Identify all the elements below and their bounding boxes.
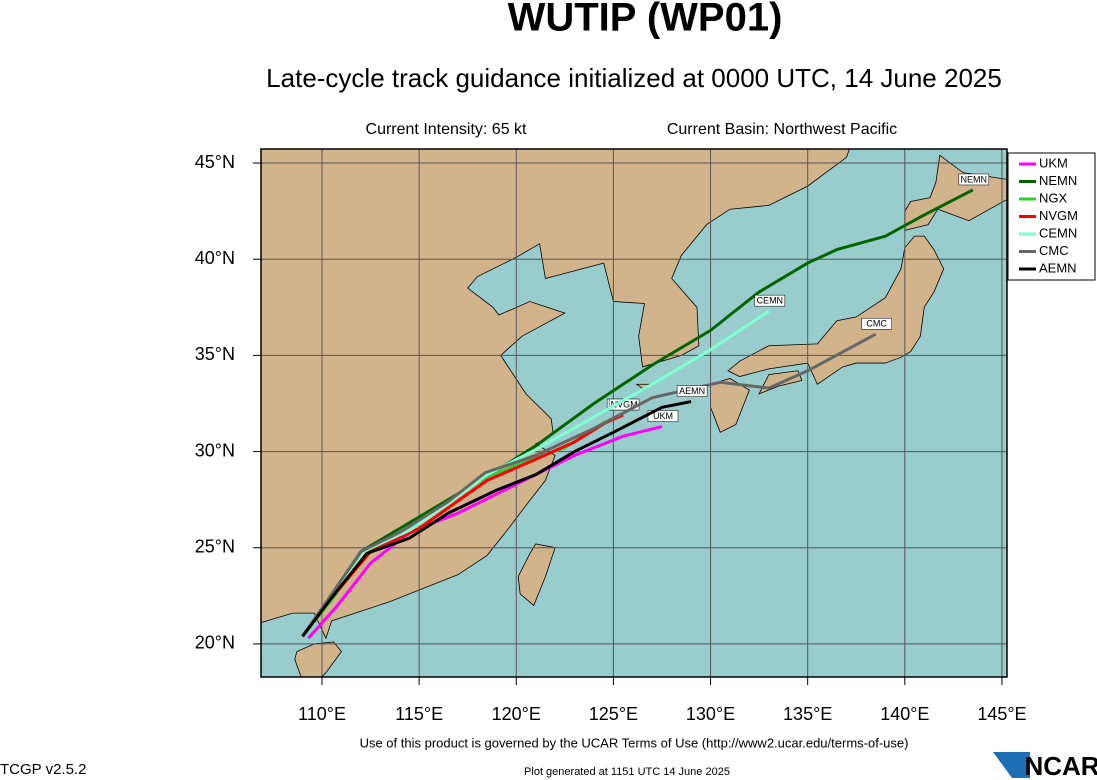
x-tick-label: 130°E xyxy=(686,704,735,724)
x-tick-label: 140°E xyxy=(880,704,929,724)
y-tick-label: 30°N xyxy=(195,440,235,460)
y-tick-label: 40°N xyxy=(195,248,235,268)
track-end-label: NEMN xyxy=(958,173,990,186)
terms-note: Use of this product is governed by the U… xyxy=(360,735,909,750)
chart-title: WUTIP (WP01) xyxy=(508,0,783,40)
land xyxy=(727,235,945,385)
current-basin: Current Basin: Northwest Pacific xyxy=(667,121,897,138)
land xyxy=(294,641,342,677)
version: TCGP v2.5.2 xyxy=(0,761,86,778)
land xyxy=(517,543,556,607)
y-tick-label: 25°N xyxy=(195,536,235,556)
logo: NCAR xyxy=(1024,751,1097,780)
track xyxy=(301,188,974,638)
legend-label: NEMN xyxy=(1039,173,1077,188)
x-tick-label: 110°E xyxy=(298,704,346,724)
logo-mark xyxy=(993,752,1030,778)
track-name: NVGM xyxy=(611,399,638,409)
legend-label: CEMN xyxy=(1039,225,1077,240)
x-tick-label: 135°E xyxy=(783,704,832,724)
track-name: NEMN xyxy=(961,174,988,184)
track-name: UKM xyxy=(653,411,673,421)
chart-subtitle: Late-cycle track guidance initialized at… xyxy=(266,63,1002,93)
track-end-label: CMC xyxy=(861,317,892,330)
legend-label: CMC xyxy=(1039,243,1069,258)
track-end-label: AEMN xyxy=(676,385,708,397)
plot-frame xyxy=(260,148,1008,678)
track-name: CEMN xyxy=(757,296,784,306)
track-end-label: CEMN xyxy=(754,294,786,307)
legend-label: AEMN xyxy=(1039,260,1077,275)
land xyxy=(261,149,850,640)
track xyxy=(307,425,663,640)
y-tick-label: 35°N xyxy=(195,344,235,364)
track xyxy=(301,400,692,638)
track xyxy=(301,309,770,638)
label-box xyxy=(676,385,708,397)
label-box xyxy=(958,173,990,186)
track-name: AEMN xyxy=(679,386,705,396)
x-tick-label: 125°E xyxy=(589,704,638,724)
current-intensity: Current Intensity: 65 kt xyxy=(366,121,528,138)
label-box xyxy=(754,294,786,307)
x-tick-label: 115°E xyxy=(395,704,443,724)
legend-label: NGX xyxy=(1039,190,1068,205)
x-tick-label: 145°E xyxy=(977,704,1026,724)
label-box xyxy=(861,317,892,330)
track-name: CMC xyxy=(866,319,887,329)
generated-note: Plot generated at 1151 UTC 14 June 2025 xyxy=(524,766,730,778)
track xyxy=(301,332,877,638)
x-tick-label: 120°E xyxy=(492,704,541,724)
legend-label: NVGM xyxy=(1039,208,1078,223)
legend-label: UKM xyxy=(1039,155,1068,170)
y-tick-label: 45°N xyxy=(195,152,235,172)
y-tick-label: 20°N xyxy=(195,633,235,653)
